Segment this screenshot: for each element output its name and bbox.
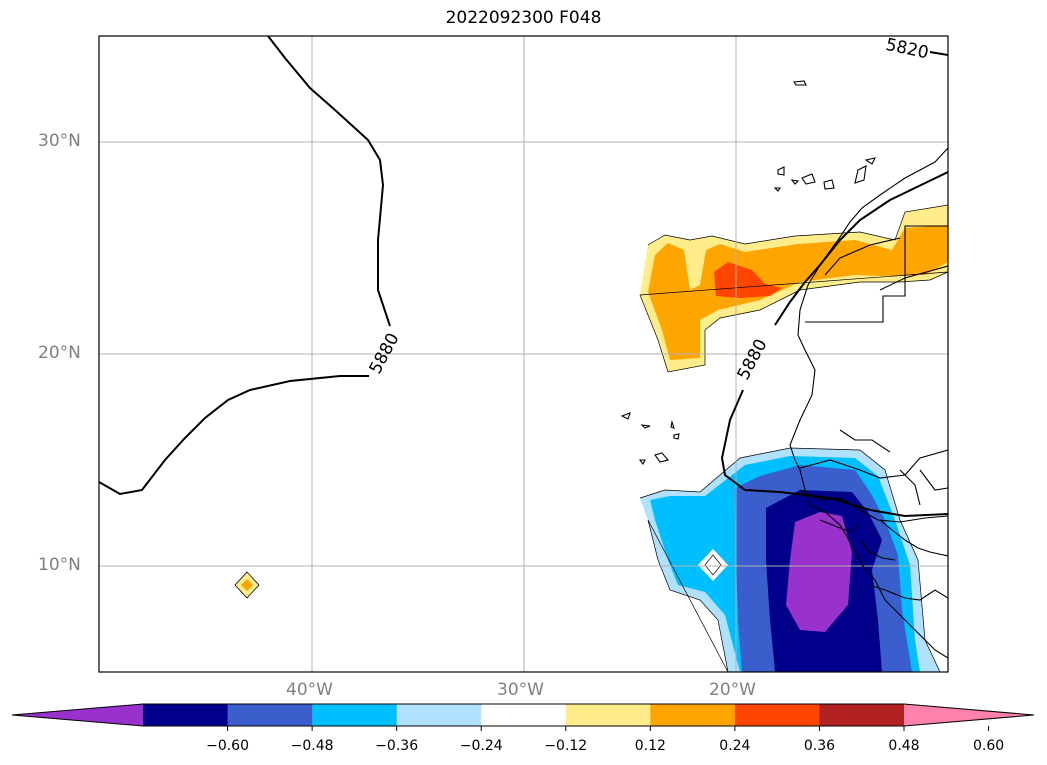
anomaly-outline: [639, 204, 948, 672]
anomaly-fill-white-hole: [698, 549, 728, 581]
colorbar-box: [312, 704, 398, 726]
negative-anomaly-region: [640, 448, 940, 672]
gridlines: [99, 36, 948, 672]
colorbar-tick-label: −0.12: [544, 738, 588, 754]
colorbar-box: [734, 704, 820, 726]
colorbar-outline: [11, 703, 1035, 727]
height-contours: [99, 36, 948, 518]
colorbar-box: [565, 704, 651, 726]
lat-label-20n: 20°N: [38, 343, 81, 363]
colorbar-tick-label: 0.24: [719, 738, 751, 754]
anomaly-fill-purple: [786, 512, 852, 632]
anomaly-fill-red-orange: [714, 262, 782, 298]
colorbar: [11, 703, 1035, 731]
colorbar-tick-label: 0.60: [972, 738, 1005, 754]
contour-5880-west: [99, 36, 391, 496]
positive-anomaly-region: [640, 205, 948, 372]
lat-label-30n: 30°N: [38, 131, 81, 151]
colorbar-box: [650, 704, 736, 726]
colorbar-tick-label: −0.36: [375, 738, 419, 754]
colorbar-tick-label: −0.24: [459, 738, 503, 754]
colorbar-extend-low: [12, 704, 143, 726]
lon-label-40w: 40°W: [286, 680, 333, 700]
colorbar-tick-label: −0.48: [290, 738, 334, 754]
colorbar-tick-label: 0.48: [888, 738, 920, 754]
colorbar-tick-label: 0.12: [634, 738, 666, 754]
colorbar-box: [396, 704, 482, 726]
lon-label-30w: 30°W: [497, 680, 544, 700]
colorbar-box: [819, 704, 905, 726]
colorbar-tick-label: 0.36: [803, 738, 836, 754]
colorbar-tick-label: −0.60: [206, 738, 249, 754]
lon-label-20w: 20°W: [709, 680, 756, 700]
colorbar-extend-high: [904, 704, 1034, 726]
contour-5880-east: [720, 171, 948, 518]
colorbar-box: [481, 704, 567, 726]
plot-frame: [98, 35, 949, 673]
lat-label-10n: 10°N: [38, 555, 81, 575]
coastlines: [620, 80, 948, 659]
map-title: 2022092300 F048: [445, 8, 602, 28]
colorbar-box: [227, 704, 313, 726]
small-anomaly-diamond: [234, 571, 260, 599]
anomaly-fill-orange: [648, 225, 948, 360]
colorbar-box: [143, 704, 229, 726]
contour-5820: [929, 51, 948, 56]
